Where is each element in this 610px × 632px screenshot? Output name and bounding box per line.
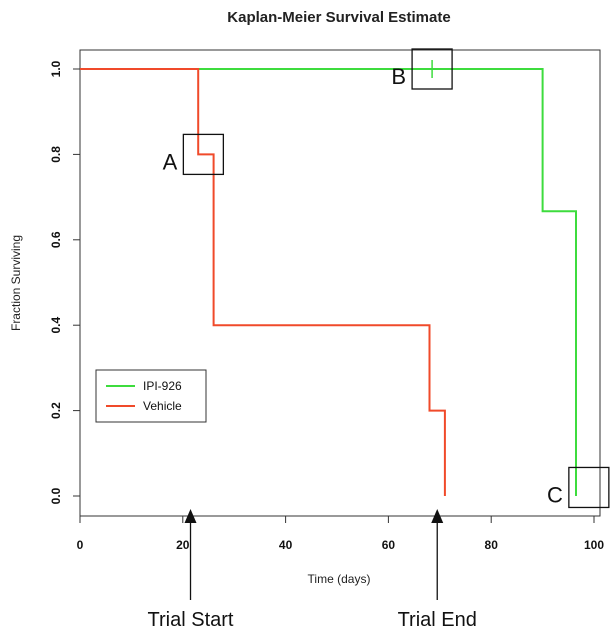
trial-start-label: Trial Start — [148, 609, 234, 631]
series-line-vehicle — [80, 68, 446, 496]
x-axis-label: Time (days) — [308, 572, 371, 586]
annotation-box-c — [568, 466, 610, 509]
trial-start-arrow-head — [184, 509, 197, 523]
x-tick-label-80: 80 — [485, 538, 499, 552]
legend: IPI-926 Vehicle — [95, 369, 207, 423]
legend-label-vehicle: Vehicle — [143, 399, 182, 413]
plot-frame — [79, 49, 601, 517]
y-tick-label-0.8: 0.8 — [49, 146, 63, 163]
x-tick-label-60: 60 — [382, 538, 396, 552]
x-tick-label-20: 20 — [176, 538, 190, 552]
y-tick-label-0.6: 0.6 — [49, 231, 63, 248]
legend-box — [95, 369, 207, 423]
annotation-label-a: A — [163, 149, 178, 174]
chart-title: Kaplan-Meier Survival Estimate — [227, 9, 450, 26]
y-axis-label: Fraction Surviving — [9, 235, 23, 331]
annotation-label-c: C — [547, 482, 563, 507]
y-axis: 0.0 0.2 0.4 0.6 0.8 1.0 — [49, 60, 80, 504]
x-axis: 0 20 40 60 80 100 — [77, 516, 604, 552]
annotation-box-b — [411, 48, 453, 90]
annotation-label-b: B — [391, 64, 406, 89]
x-tick-label-0: 0 — [77, 538, 84, 552]
series-line-ipi926 — [80, 68, 577, 496]
trial-markers: Trial Start Trial End — [148, 509, 477, 631]
trial-end-arrow-head — [431, 509, 444, 523]
series-group — [80, 60, 577, 496]
trial-end-label: Trial End — [398, 609, 477, 631]
x-tick-label-100: 100 — [584, 538, 604, 552]
annotation-box-a — [182, 133, 225, 176]
y-tick-label-0.4: 0.4 — [49, 317, 63, 334]
y-tick-label-0.2: 0.2 — [49, 402, 63, 419]
legend-label-ipi926: IPI-926 — [143, 379, 182, 393]
x-tick-label-40: 40 — [279, 538, 293, 552]
y-tick-label-1.0: 1.0 — [49, 60, 63, 77]
annotation-group: A B C — [163, 48, 610, 509]
y-tick-label-0.0: 0.0 — [49, 487, 63, 504]
